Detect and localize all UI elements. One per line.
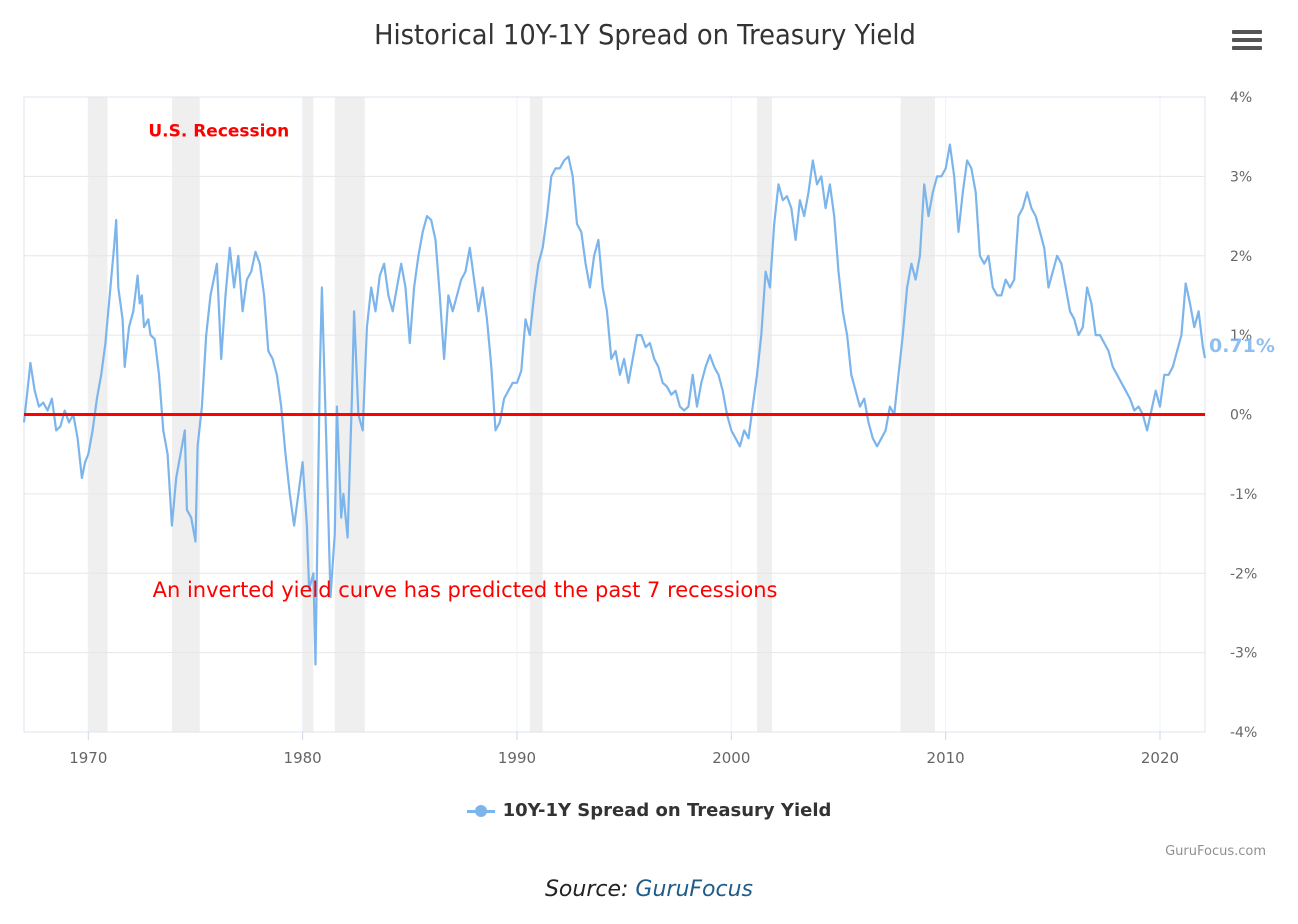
y-tick-label: 0% [1230,408,1252,424]
y-tick-label: 4% [1230,90,1252,106]
recession-annotation: U.S. Recession [148,122,289,142]
y-tick-label: -4% [1230,725,1257,741]
source-caption: Source: GuruFocus [0,877,1298,902]
legend: 10Y-1Y Spread on Treasury Yield [0,800,1298,823]
x-tick-label: 1980 [284,749,322,767]
chart-title: Historical 10Y-1Y Spread on Treasury Yie… [374,18,916,51]
last-value-label: 0.71% [1209,335,1275,357]
x-tick-label: 2010 [927,749,965,767]
x-tick-label: 2000 [712,749,750,767]
menu-bar [1232,46,1262,50]
y-tick-label: -1% [1230,487,1257,503]
chart-plot: 1970 1980 1990 2000 2010 2020 4% 3% 2% 1% 0% -1% -2… [22,90,1275,767]
menu-bar [1232,30,1262,34]
legend-item[interactable]: 10Y-1Y Spread on Treasury Yield [466,800,832,821]
y-tick-label: 2% [1230,249,1252,265]
y-tick-label: -3% [1230,646,1257,662]
y-tick-label: 3% [1230,169,1252,185]
annotations: U.S. Recession An inverted yield curve ha… [148,122,777,602]
series-line [22,143,1207,666]
x-tick-label: 2020 [1141,749,1179,767]
y-tick-label: -2% [1230,566,1257,582]
y-tick-label: 1% [1230,328,1252,344]
hamburger-menu-icon[interactable] [1232,30,1262,56]
source-prefix: Source: [544,877,636,902]
source-link[interactable]: GuruFocus [635,877,754,902]
legend-label: 10Y-1Y Spread on Treasury Yield [502,800,832,821]
credits-link[interactable]: GuruFocus.com [1165,844,1266,859]
x-tick-label: 1970 [69,749,107,767]
x-axis-ticks: 1970 1980 1990 2000 2010 2020 [69,732,1179,767]
line-circle-marker-icon [466,804,495,818]
x-tick-label: 1990 [498,749,536,767]
inverted-curve-annotation: An inverted yield curve has predicted th… [153,578,778,602]
y-axis-ticks: 4% 3% 2% 1% 0% -1% -2% -3% -4% [1230,90,1257,741]
menu-bar [1232,38,1262,42]
